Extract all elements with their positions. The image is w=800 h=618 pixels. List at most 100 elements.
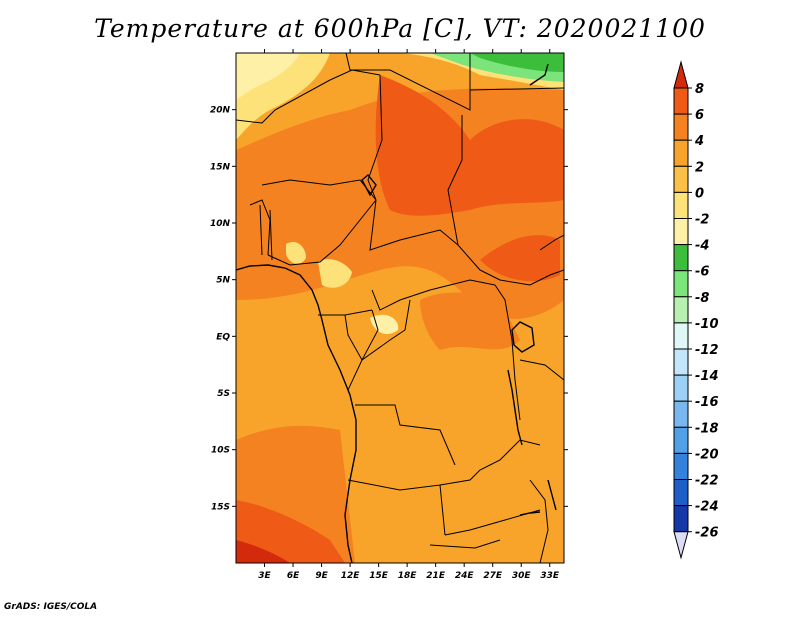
x-tick-label: 9E	[315, 571, 328, 581]
border-drc-west	[347, 299, 411, 391]
colorbar-label: -26	[695, 526, 719, 541]
border-egypt-sudan	[469, 87, 564, 91]
x-axis: 3E 6E 9E 12E 15E 18E 21E 24E 27E 30E 33E	[258, 49, 560, 581]
y-tick-label: 5N	[216, 276, 230, 286]
border-mali-niger	[236, 69, 381, 124]
field-green-north	[470, 53, 564, 72]
colorbar-label: -6	[695, 265, 709, 280]
y-tick-label: 15N	[210, 162, 231, 172]
colorbar-label: -8	[695, 291, 709, 306]
colorbar-label: -18	[695, 421, 719, 436]
y-tick-label: 10N	[210, 219, 231, 229]
lake-chad	[361, 174, 377, 197]
colorbar-segment	[673, 400, 689, 428]
colorbar-label: -16	[695, 395, 719, 410]
field-red-orange-sudan	[480, 235, 560, 282]
colorbar-label: -10	[695, 317, 719, 332]
border-mozambique	[529, 479, 549, 563]
temperature-field	[236, 53, 564, 563]
x-tick-label: 6E	[287, 571, 300, 581]
colorbar-label: -24	[695, 500, 719, 515]
border-chad-sudan	[447, 115, 481, 271]
border-zambia	[439, 439, 541, 486]
colorbar-segment	[673, 113, 689, 141]
gulf-of-guinea-coast	[236, 264, 357, 563]
x-tick-label: 3E	[258, 571, 271, 581]
border-togo-benin	[259, 204, 273, 261]
x-tick-label: 27E	[483, 571, 503, 581]
red-sea-coast	[529, 63, 549, 86]
border-sudan-south-sudan	[479, 269, 564, 286]
colorbar-segment	[673, 296, 689, 324]
colorbar-segment	[673, 426, 689, 454]
field-red-orange-chad	[375, 75, 564, 216]
y-tick-label: 15S	[211, 502, 230, 512]
field-yellow-west	[286, 241, 306, 264]
x-tick-label: 18E	[398, 571, 418, 581]
colorbar-segment	[673, 191, 689, 219]
colorbar: 8 6 4 2 0 -2 -4 -6 -8 -10 -12 -14 -16 -18 -20 -22 -24 -26	[673, 60, 719, 560]
colorbar-label: -14	[695, 369, 719, 384]
y-tick-label: 5S	[217, 389, 230, 399]
field-orange-east	[420, 292, 520, 350]
colorbar-segment	[673, 374, 689, 402]
map-title: Temperature at 600hPa [C], VT: 202002110…	[94, 14, 706, 43]
colorbar-segment	[673, 270, 689, 298]
colorbar-label: 6	[695, 108, 704, 123]
colorbar-segment	[673, 479, 689, 507]
colorbar-segment	[673, 87, 689, 115]
border-angola-namibia	[347, 479, 446, 536]
border-chad-car	[369, 199, 459, 251]
colorbar-bottom-arrow	[673, 531, 689, 560]
colorbar-label: 2	[695, 160, 704, 175]
border-kenya-tanzania	[519, 359, 564, 381]
x-tick-label: 24E	[455, 571, 475, 581]
border-west-coast-guinea	[249, 199, 271, 256]
x-tick-label: 12E	[341, 571, 361, 581]
x-tick-label: 21E	[426, 571, 446, 581]
border-ethiopia	[539, 234, 564, 251]
lake-kariba	[519, 511, 541, 516]
border-nigeria-cameroon	[267, 199, 377, 266]
colorbar-label: 8	[695, 82, 704, 97]
y-tick-label: 10S	[211, 446, 230, 456]
grads-credit: GrADS: IGES/COLA	[4, 602, 98, 612]
colorbar-label: -20	[695, 447, 719, 462]
country-borders	[236, 53, 564, 563]
colorbar-segment	[673, 348, 689, 376]
field-light-yellow-center	[370, 314, 399, 334]
colorbar-segment	[673, 322, 689, 350]
colorbar-segment	[673, 452, 689, 480]
field-yellow-center	[318, 259, 352, 288]
lake-victoria	[511, 321, 535, 353]
border-car-south	[371, 279, 496, 311]
lake-tanganyika	[507, 369, 523, 446]
colorbar-segment	[673, 218, 689, 246]
coastlines	[236, 63, 557, 563]
colorbar-segment	[673, 165, 689, 193]
border-angola-drc	[355, 404, 456, 466]
colorbar-label: 4	[694, 134, 704, 149]
border-libya-chad	[345, 53, 471, 111]
field-red-orange-corner	[236, 500, 345, 563]
colorbar-segment	[673, 505, 689, 533]
colorbar-label: -12	[695, 343, 719, 358]
x-tick-label: 33E	[540, 571, 560, 581]
colorbar-label: -2	[695, 213, 709, 228]
y-axis: 20N 15N 10N 5N EQ 5S 10S 15S	[210, 106, 568, 512]
y-tick-label: 20N	[210, 106, 231, 116]
x-tick-label: 30E	[512, 571, 532, 581]
field-dark-red-corner	[236, 540, 290, 563]
border-niger-chad	[367, 74, 383, 201]
colorbar-label: 0	[695, 186, 704, 201]
colorbar-segment	[673, 244, 689, 272]
y-tick-label: EQ	[216, 332, 230, 342]
colorbar-label: -4	[695, 239, 709, 254]
border-drc-east	[494, 284, 521, 421]
map-frame	[235, 52, 565, 564]
border-botswana	[429, 539, 501, 549]
colorbar-top-arrow	[673, 60, 689, 89]
colorbar-label: -22	[695, 474, 719, 489]
colorbar-segment	[673, 139, 689, 167]
